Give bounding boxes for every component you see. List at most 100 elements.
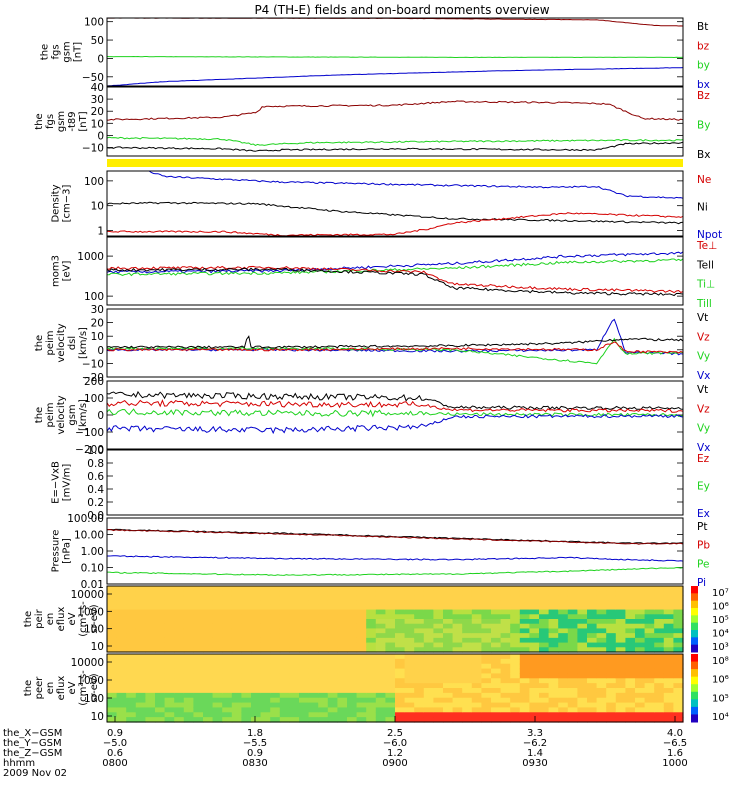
spectrogram-cell xyxy=(116,586,127,592)
spectrogram-cell xyxy=(270,619,281,625)
spectrogram-cell xyxy=(155,654,166,660)
spectrogram-cell xyxy=(164,683,175,689)
spectrogram-cell xyxy=(462,658,473,665)
spectrogram-cell xyxy=(183,642,194,648)
spectrogram-cell xyxy=(471,712,482,718)
spectrogram-cell xyxy=(308,673,319,679)
spectrogram-cell xyxy=(577,647,588,653)
spectrogram-cell xyxy=(491,707,502,713)
spectrogram-cell xyxy=(673,628,684,634)
spectrogram-cell xyxy=(299,628,310,634)
spectrogram-cell xyxy=(654,702,665,709)
spectrogram-cell xyxy=(395,673,406,679)
spectrogram-cell xyxy=(135,623,146,630)
spectrogram-cell xyxy=(587,590,598,597)
spectrogram-cell xyxy=(404,633,415,639)
spectrogram-cell xyxy=(145,702,156,709)
spectrogram-cell xyxy=(279,668,290,675)
spectrogram-cell xyxy=(318,692,329,699)
spectrogram-cell xyxy=(462,688,473,694)
spectrogram-cell xyxy=(327,668,338,675)
spectrogram-cell xyxy=(337,668,348,675)
spectrogram-cell xyxy=(423,654,434,660)
spectrogram-cell xyxy=(231,609,242,615)
spectrogram-cell xyxy=(395,683,406,689)
spectrogram-cell xyxy=(558,600,569,606)
spectrogram-cell xyxy=(183,619,194,625)
spectrogram-cell xyxy=(289,673,300,679)
spectrogram-cell xyxy=(452,604,463,611)
spectrogram-cell xyxy=(558,637,569,644)
spectrogram-cell xyxy=(222,628,233,634)
spectrogram-cell xyxy=(318,619,329,625)
spectrogram-cell xyxy=(635,707,646,713)
spectrogram-cell xyxy=(270,697,281,704)
spectrogram-cell xyxy=(222,623,233,630)
spectrogram-cell xyxy=(366,654,377,660)
legend-entry: Till xyxy=(696,298,712,310)
spectrogram-cell xyxy=(375,678,386,684)
spectrogram-cell xyxy=(347,609,358,615)
spectrogram-cell xyxy=(491,619,502,625)
spectrogram-cell xyxy=(673,717,684,723)
spectrogram-cell xyxy=(337,595,348,601)
spectrogram-cell xyxy=(222,692,233,699)
spectrogram-cell xyxy=(587,663,598,670)
spectrogram-cell xyxy=(155,633,166,639)
spectrogram-cell xyxy=(663,600,674,606)
spectrogram-cell xyxy=(289,668,300,675)
spectrogram-cell xyxy=(193,604,204,611)
spectrogram-cell xyxy=(548,623,559,630)
spectrogram-cell xyxy=(231,623,242,630)
spectrogram-cell xyxy=(107,658,118,665)
series-line xyxy=(106,267,684,297)
spectrogram-cell xyxy=(155,663,166,670)
spectrogram-cell xyxy=(347,633,358,639)
spectrogram-cell xyxy=(654,658,665,665)
spectrogram-cell xyxy=(558,619,569,625)
spectrogram-cell xyxy=(635,717,646,723)
spectrogram-cell xyxy=(366,609,377,615)
spectrogram-cell xyxy=(423,658,434,665)
ytick-label: 0 xyxy=(97,345,104,357)
spectrogram-cell xyxy=(183,628,194,634)
spectrogram-cell xyxy=(212,654,223,660)
spectrogram-cell xyxy=(471,654,482,660)
spectrogram-cell xyxy=(663,702,674,709)
spectrogram-cell xyxy=(673,692,684,699)
spectrogram-cell xyxy=(519,673,530,679)
spectrogram-cell xyxy=(462,692,473,699)
spectrogram-cell xyxy=(462,707,473,713)
spectrogram-cell xyxy=(414,654,425,660)
spectrogram-cell xyxy=(654,707,665,713)
spectrogram-cell xyxy=(539,633,550,639)
spectrogram-cell xyxy=(126,697,137,704)
spectrogram-cell xyxy=(644,654,655,660)
spectrogram-cell xyxy=(356,683,367,689)
spectrogram-cell xyxy=(299,663,310,670)
spectrogram-cell xyxy=(663,673,674,679)
spectrogram-cell xyxy=(193,642,204,648)
spectrogram-cell xyxy=(222,712,233,718)
spectrogram-cell xyxy=(635,637,646,644)
spectrogram-cell xyxy=(327,595,338,601)
spectrogram-cell xyxy=(366,619,377,625)
spectrogram-cell xyxy=(644,707,655,713)
ylabel-line: velocity xyxy=(56,323,67,362)
ylabel-line: gsm xyxy=(67,404,78,425)
spectrogram-cell xyxy=(366,614,377,620)
spectrogram-cell xyxy=(654,614,665,620)
spectrogram-cell xyxy=(558,628,569,634)
spectrogram-cell xyxy=(212,697,223,704)
spectrogram-cell xyxy=(481,590,492,597)
spectrogram-cell xyxy=(251,586,262,592)
spectrogram-cell xyxy=(414,637,425,644)
spectrogram-cell xyxy=(663,590,674,597)
spectrogram-cell xyxy=(625,668,636,675)
spectrogram-cell xyxy=(337,678,348,684)
spectrogram-cell xyxy=(174,595,185,601)
spectrogram-cell xyxy=(231,590,242,597)
spectrogram-cell xyxy=(270,654,281,660)
spectrogram-cell xyxy=(462,654,473,660)
spectrogram-cell xyxy=(433,609,444,615)
